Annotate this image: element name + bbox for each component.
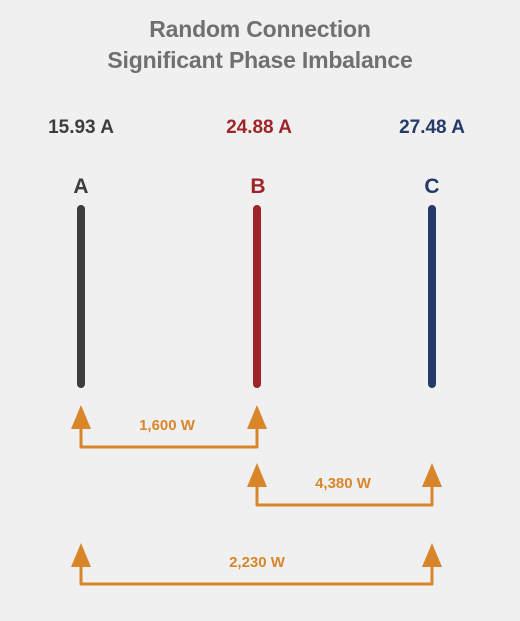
connection-a-c-line (79, 560, 434, 586)
connection-a-c-arrowhead-a (71, 543, 91, 567)
connection-b-c-power: 4,380 W (315, 475, 371, 492)
connection-b-c-arrowhead-c (422, 463, 442, 487)
phase-c-current: 27.48 A (399, 117, 465, 138)
phase-b-bar (253, 205, 261, 388)
connection-b-c-line (255, 480, 434, 507)
connection-a-c-power: 2,230 W (229, 554, 285, 571)
phase-c-bar (428, 205, 436, 388)
phase-a-bar (77, 205, 85, 388)
title-line-2: Significant Phase Imbalance (107, 47, 413, 73)
connection-a-b-line (79, 422, 259, 449)
title-line-1: Random Connection (149, 16, 371, 42)
phase-a-label: A (73, 175, 89, 198)
connection-b-c-arrowhead-b (247, 463, 267, 487)
connection-a-c-arrowhead-c (422, 543, 442, 567)
connection-a-b-arrowhead-b (247, 405, 267, 429)
phase-b-current: 24.88 A (226, 117, 292, 138)
phase-a-current: 15.93 A (48, 117, 114, 138)
phase-c-label: C (424, 175, 440, 198)
connection-a-b-power: 1,600 W (139, 417, 195, 434)
phase-b-label: B (250, 175, 266, 198)
connection-a-b-arrowhead-a (71, 405, 91, 429)
